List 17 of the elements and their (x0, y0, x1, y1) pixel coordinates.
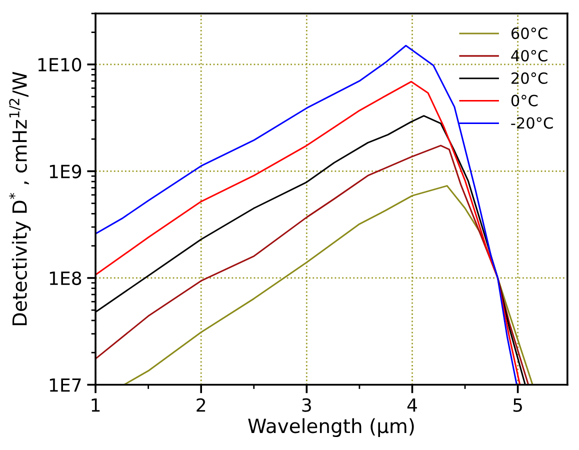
legend-label: 0°C (511, 94, 538, 106)
x-tick-label: 3 (302, 398, 311, 412)
x-tick-label: 4 (407, 398, 417, 412)
legend-label: -20°C (511, 117, 553, 129)
y-tick-label: 1E9 (50, 164, 82, 178)
y-axis-title: Detectivity D$^{*}$ , cmHz$^{1/2}$/W (9, 72, 31, 326)
legend-label: 60°C (511, 28, 548, 40)
x-tick-label: 5 (513, 398, 522, 412)
x-axis-title: Wavelength (μm) (248, 418, 414, 438)
line-series (123, 185, 534, 385)
legend-label: 20°C (512, 72, 548, 84)
y-tick-label: 1E10 (38, 58, 82, 72)
y-tick-label: 1E8 (50, 271, 82, 286)
x-tick-label: 1 (92, 398, 100, 412)
legend-label: 40°C (511, 50, 548, 62)
x-tick-label: 2 (196, 398, 206, 412)
y-tick-label: 1E7 (50, 378, 81, 392)
